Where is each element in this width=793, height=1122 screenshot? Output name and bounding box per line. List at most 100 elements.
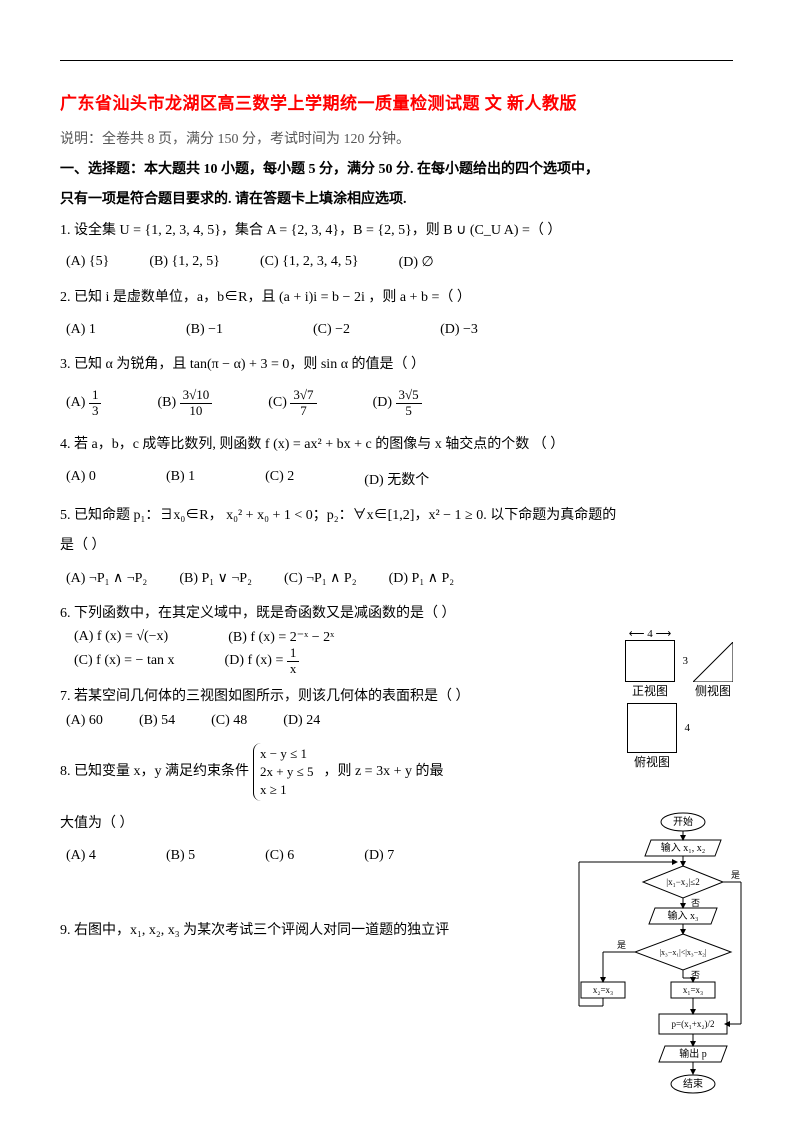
side-view-label: 侧视图 bbox=[693, 682, 733, 699]
top-view-dim-h: 4 bbox=[685, 704, 691, 752]
q3-b-den: 10 bbox=[180, 404, 213, 418]
q8-options: (A) 4 (B) 5 (C) 6 (D) 7 bbox=[66, 848, 560, 864]
q8-opt-a: (A) 4 bbox=[66, 848, 96, 864]
q8-opt-b: (B) 5 bbox=[166, 848, 195, 864]
q3-options: (A) 13 (B) 3√1010 (C) 3√77 (D) 3√55 bbox=[66, 388, 733, 418]
svg-text:结束: 结束 bbox=[683, 1077, 703, 1090]
section-heading-line2: 只有一项是符合题目要求的. 请在答题卡上填涂相应选项. bbox=[60, 188, 733, 212]
front-view-label: 正视图 bbox=[625, 682, 675, 699]
q7-stem: 7. 若某空间几何体的三视图如图所示，则该几何体的表面积是（ ） bbox=[60, 684, 560, 711]
q3-c-den: 7 bbox=[290, 404, 316, 418]
q5-options: (A) ¬P₁ ∧ ¬P₂ (B) P₁ ∨ ¬P₂ (C) ¬P₁ ∧ P₂ … bbox=[66, 570, 733, 587]
q3-stem: 3. 已知 α 为锐角，且 tan(π − α) + 3 = 0，则 sin α… bbox=[60, 352, 733, 379]
flowchart-svg: 开始 输入 x₁, x₂ |x₁−x₂|≤2 是 否 输入 x₃ |x₃−x₁|… bbox=[573, 810, 753, 1110]
q6-opt-c: (C) f (x) = − tan x bbox=[74, 653, 175, 669]
q4-opt-c: (C) 2 bbox=[265, 469, 294, 489]
svg-text:x₂=x₃: x₂=x₃ bbox=[593, 985, 613, 995]
exam-instructions: 说明：全卷共 8 页，满分 150 分，考试时间为 120 分钟。 bbox=[60, 128, 733, 148]
q5-stem-line2: 是（ ） bbox=[60, 533, 733, 560]
q1-opt-d: (D) ∅ bbox=[399, 254, 434, 271]
q6-opt-b: (B) f (x) = 2⁻ˣ − 2ˣ bbox=[228, 629, 334, 646]
q5-opt-b: (B) P₁ ∨ ¬P₂ bbox=[179, 570, 252, 587]
svg-text:开始: 开始 bbox=[673, 815, 693, 828]
front-view-dim-w: ⟵ 4 ⟶ bbox=[626, 627, 674, 640]
question-7: 7. 若某空间几何体的三视图如图所示，则该几何体的表面积是（ ） bbox=[60, 684, 560, 711]
q6-opt-d-label: (D) f (x) = bbox=[225, 653, 284, 668]
exam-title: 广东省汕头市龙湖区高三数学上学期统一质量检测试题 文 新人教版 bbox=[60, 89, 733, 114]
q1-stem: 1. 设全集 U = {1, 2, 3, 4, 5}，集合 A = {2, 3,… bbox=[60, 218, 733, 245]
q2-opt-d: (D) −3 bbox=[440, 322, 478, 338]
q6-d-num: 1 bbox=[287, 646, 300, 661]
question-4: 4. 若 a，b，c 成等比数列, 则函数 f (x) = ax² + bx +… bbox=[60, 432, 733, 459]
q2-options: (A) 1 (B) −1 (C) −2 (D) −3 bbox=[66, 322, 733, 338]
q3-a-den: 3 bbox=[89, 404, 102, 418]
q2-opt-c: (C) −2 bbox=[313, 322, 350, 338]
q8-stem-line2: 大值为（ ） bbox=[60, 811, 560, 838]
q3-d-den: 5 bbox=[396, 404, 422, 418]
svg-text:是: 是 bbox=[617, 940, 626, 950]
q4-opt-d: (D) 无数个 bbox=[364, 469, 429, 489]
page: 广东省汕头市龙湖区高三数学上学期统一质量检测试题 文 新人教版 说明：全卷共 8… bbox=[0, 0, 793, 994]
main-column: 6. 下列函数中，在其定义域中，既是奇函数又是减函数的是（ ） (A) f (x… bbox=[60, 601, 560, 945]
three-views-figure: ⟵ 4 ⟶ 3 正视图 侧视图 4 俯视图 bbox=[625, 640, 733, 774]
q7-opt-c: (C) 48 bbox=[211, 713, 247, 729]
q2-opt-b: (B) −1 bbox=[186, 322, 223, 338]
svg-text:否: 否 bbox=[691, 898, 700, 908]
svg-text:输入 x₃: 输入 x₃ bbox=[668, 909, 699, 922]
svg-text:|x₃−x₁|<|x₃−x₂|: |x₃−x₁|<|x₃−x₂| bbox=[659, 948, 706, 957]
q8-system: x − y ≤ 1 2x + y ≤ 5 x ≥ 1 bbox=[253, 743, 319, 802]
q1-opt-a: (A) {5} bbox=[66, 254, 109, 271]
q4-options: (A) 0 (B) 1 (C) 2 (D) 无数个 bbox=[66, 469, 733, 489]
svg-text:p=(x₁+x₂)/2: p=(x₁+x₂)/2 bbox=[672, 1019, 715, 1029]
question-9: 9. 右图中，x₁, x₂, x₃ 为某次考试三个评阅人对同一道题的独立评 bbox=[60, 918, 560, 945]
q7-opt-a: (A) 60 bbox=[66, 713, 103, 729]
question-2: 2. 已知 i 是虚数单位，a，b∈R，且 (a + i)i = b − 2i … bbox=[60, 285, 733, 312]
top-view-label: 俯视图 bbox=[627, 753, 677, 770]
q4-opt-b: (B) 1 bbox=[166, 469, 195, 489]
q1-opt-c: (C) {1, 2, 3, 4, 5} bbox=[260, 254, 359, 271]
question-5: 5. 已知命题 p₁：∃x₀∈R， x₀² + x₀ + 1 < 0；p₂：∀x… bbox=[60, 503, 733, 530]
q8-stem-post: ，则 z = 3x + y 的最 bbox=[323, 759, 443, 786]
svg-text:输入 x₁, x₂: 输入 x₁, x₂ bbox=[661, 841, 705, 854]
front-view-square: ⟵ 4 ⟶ 3 bbox=[625, 640, 675, 682]
svg-text:x₁=x₃: x₁=x₃ bbox=[683, 985, 703, 995]
q3-opt-d: (D) 3√55 bbox=[373, 388, 422, 418]
q5-opt-a: (A) ¬P₁ ∧ ¬P₂ bbox=[66, 570, 147, 587]
question-3: 3. 已知 α 为锐角，且 tan(π − α) + 3 = 0，则 sin α… bbox=[60, 352, 733, 379]
q3-opt-c-label: (C) bbox=[268, 395, 287, 410]
top-rule bbox=[60, 60, 733, 61]
section-heading-line1: 一、选择题：本大题共 10 小题，每小题 5 分，满分 50 分. 在每小题给出… bbox=[60, 158, 733, 182]
q9-stem: 9. 右图中，x₁, x₂, x₃ 为某次考试三个评阅人对同一道题的独立评 bbox=[60, 918, 560, 945]
q3-opt-a-label: (A) bbox=[66, 395, 85, 410]
q6-opt-d: (D) f (x) = 1x bbox=[225, 646, 300, 676]
q3-opt-a: (A) 13 bbox=[66, 388, 101, 418]
q6-opts-row2: (C) f (x) = − tan x (D) f (x) = 1x bbox=[74, 646, 560, 676]
q3-opt-d-label: (D) bbox=[373, 395, 392, 410]
q8-sys-1: x − y ≤ 1 bbox=[260, 745, 313, 763]
q7-options: (A) 60 (B) 54 (C) 48 (D) 24 bbox=[66, 713, 560, 729]
q8-sys-3: x ≥ 1 bbox=[260, 781, 313, 799]
q2-stem: 2. 已知 i 是虚数单位，a，b∈R，且 (a + i)i = b − 2i … bbox=[60, 285, 733, 312]
q8-opt-c: (C) 6 bbox=[265, 848, 294, 864]
top-view-square: 4 bbox=[627, 703, 677, 753]
q6-opts-row1: (A) f (x) = √(−x) (B) f (x) = 2⁻ˣ − 2ˣ bbox=[74, 629, 560, 646]
q4-stem: 4. 若 a，b，c 成等比数列, 则函数 f (x) = ax² + bx +… bbox=[60, 432, 733, 459]
q7-opt-d: (D) 24 bbox=[283, 713, 320, 729]
q8-sys-2: 2x + y ≤ 5 bbox=[260, 763, 313, 781]
flowchart-figure: 开始 输入 x₁, x₂ |x₁−x₂|≤2 是 否 输入 x₃ |x₃−x₁|… bbox=[573, 810, 753, 1110]
q3-a-num: 1 bbox=[89, 388, 102, 403]
q2-opt-a: (A) 1 bbox=[66, 322, 96, 338]
q3-opt-b: (B) 3√1010 bbox=[157, 388, 212, 418]
q5-opt-c: (C) ¬P₁ ∧ P₂ bbox=[284, 570, 357, 587]
q4-opt-a: (A) 0 bbox=[66, 469, 96, 489]
svg-text:|x₁−x₂|≤2: |x₁−x₂|≤2 bbox=[666, 877, 699, 887]
question-6: 6. 下列函数中，在其定义域中，既是奇函数又是减函数的是（ ） bbox=[60, 601, 560, 628]
q5-stem-line1: 5. 已知命题 p₁：∃x₀∈R， x₀² + x₀ + 1 < 0；p₂：∀x… bbox=[60, 503, 733, 530]
svg-text:输出 p: 输出 p bbox=[679, 1047, 707, 1060]
q5-opt-d: (D) P₁ ∧ P₂ bbox=[389, 570, 455, 587]
q8-stem-pre: 8. 已知变量 x，y 满足约束条件 bbox=[60, 759, 249, 786]
q6-stem: 6. 下列函数中，在其定义域中，既是奇函数又是减函数的是（ ） bbox=[60, 601, 560, 628]
question-1: 1. 设全集 U = {1, 2, 3, 4, 5}，集合 A = {2, 3,… bbox=[60, 218, 733, 245]
q3-opt-c: (C) 3√77 bbox=[268, 388, 316, 418]
q1-opt-b: (B) {1, 2, 5} bbox=[149, 254, 220, 271]
